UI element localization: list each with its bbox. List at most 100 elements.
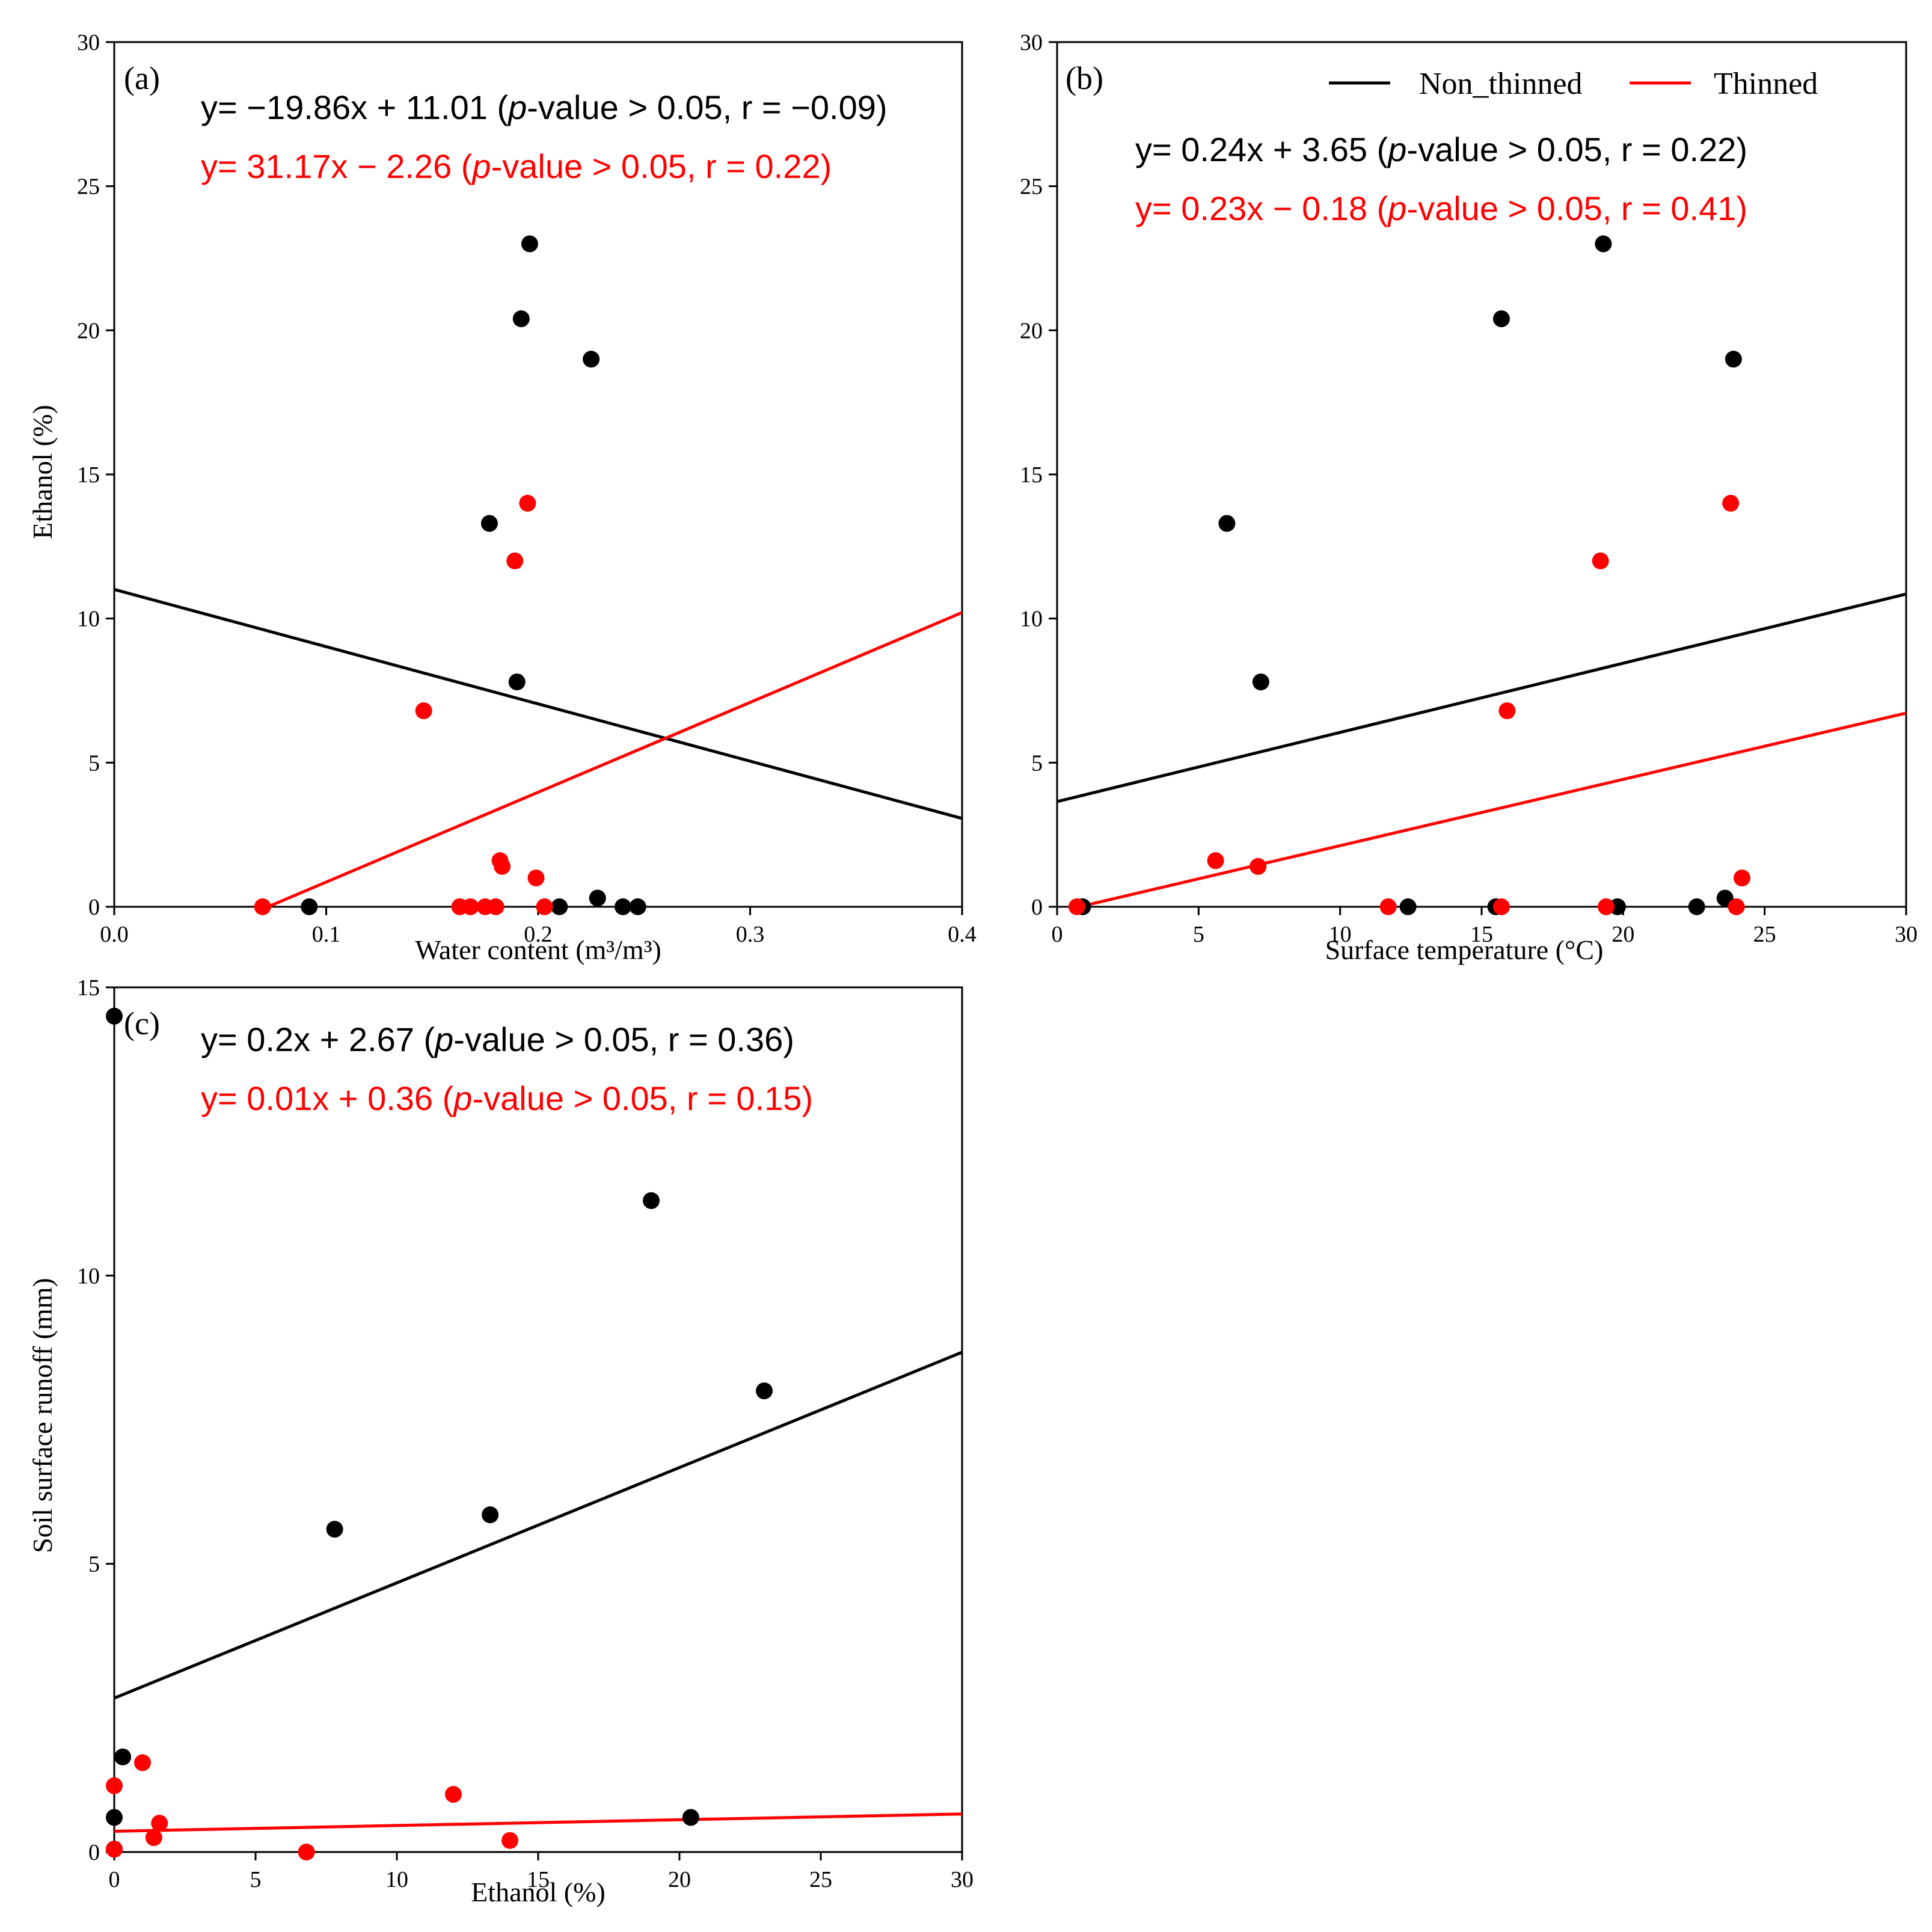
panel-a-x-tick-label: 0.1 [312,922,341,947]
panel-a-y-tick-label: 5 [88,750,100,776]
panel-a-point-non-thinned [480,515,498,532]
panel-c-y-tick-label: 5 [88,1552,100,1577]
panel-c-point-thinned [151,1815,168,1832]
panel-a-point-non-thinned [589,889,606,907]
panel-c-point-thinned [106,1841,123,1858]
panel-a-point-non-thinned [301,898,318,915]
panel-a-point-thinned [494,857,511,875]
panel-b-y-tick-label: 15 [1020,462,1043,488]
panel-b-point-thinned [1722,494,1740,512]
panel-c-point-non-thinned [326,1521,343,1538]
panel-c-y-axis-title: Soil surface runoff (mm) [27,1278,58,1553]
panel-b-y-tick-label: 5 [1031,750,1043,776]
panel-a-point-thinned [536,898,553,915]
panel-b-point-thinned [1728,898,1745,915]
panel-b-point-thinned [1068,898,1085,915]
panel-a-point-non-thinned [521,235,538,253]
legend-label-thinned: Thinned [1714,67,1818,101]
panel-b-x-axis-title: Surface temperature (°C) [1325,934,1604,965]
panel-b-point-thinned [1492,898,1510,915]
panel-a: (a) Water content (m³/m³) Ethanol (%) y=… [27,30,977,965]
panel-c-point-non-thinned [682,1809,699,1826]
panel-b-y-tick-label: 20 [1020,318,1043,343]
panel-b-x-tick-label: 15 [1470,922,1493,947]
panel-c-x-tick-label: 0 [109,1867,120,1892]
panel-a-point-non-thinned [583,351,600,368]
panel-a-point-non-thinned [615,898,631,915]
panel-c-y-tick-label: 10 [77,1263,100,1289]
panel-c-point-thinned [298,1844,315,1860]
panel-c-point-thinned [445,1786,462,1803]
panel-a-y-tick-label: 0 [88,895,100,920]
panel-a-x-axis-title: Water content (m³/m³) [415,934,661,965]
panel-c-label: (c) [124,1005,160,1041]
panel-a-y-tick-label: 25 [77,174,100,200]
panel-a-data [114,587,962,907]
panel-b-x-tick-label: 30 [1895,922,1918,947]
panel-c-point-non-thinned [106,1007,123,1025]
panel-b-point-thinned [1598,898,1615,915]
panel-a-point-non-thinned [508,673,526,691]
panel-a-point-thinned [506,552,524,569]
panel-a-label: (a) [124,60,160,96]
panel-a-point-non-thinned [551,898,568,915]
panel-c-y-tick-label: 0 [88,1840,100,1865]
panel-c-equation-thinned: y= 0.01x + 0.36 (p-value > 0.05, r = 0.1… [201,1079,813,1117]
panel-b-point-thinned [1734,869,1751,887]
panel-a-y-tick-label: 10 [77,607,100,632]
panel-b-point-non-thinned [1218,515,1236,532]
panel-c-point-thinned [501,1832,518,1849]
panel-b-point-non-thinned [1492,310,1510,328]
panel-a-fit-line-non-thinned [114,587,962,820]
panel-c-point-thinned [145,1829,162,1847]
panel-a-point-thinned [527,869,545,887]
panel-b-point-non-thinned [1725,351,1742,368]
panel-b-x-tick-label: 0 [1052,922,1063,947]
panel-a-point-thinned [462,898,479,915]
panel-b-point-thinned [1379,898,1397,915]
legend-label-non-thinned: Non_thinned [1419,67,1583,101]
panel-b-x-tick-label: 25 [1753,922,1776,947]
panel-c-point-non-thinned [106,1809,123,1826]
panel-b-equation-thinned: y= 0.23x − 0.18 (p-value > 0.05, r = 0.4… [1135,189,1747,227]
panel-b-y-tick-label: 25 [1020,174,1043,200]
panel-a-point-thinned [519,494,536,512]
panel-b-point-thinned [1592,552,1609,569]
panel-b-point-thinned [1250,857,1267,875]
panel-b-y-tick-label: 30 [1020,30,1043,55]
panel-a-equation-non-thinned: y= −19.86x + 11.01 (p-value > 0.05, r = … [201,88,888,126]
panel-b-label: (b) [1066,60,1103,96]
panel-b-point-thinned [1207,852,1224,869]
panel-c-x-tick-label: 30 [951,1867,974,1892]
panel-c-fit-line-thinned [114,1812,962,1833]
panel-c-x-tick-label: 5 [250,1867,262,1892]
panel-b-fit-line-thinned [1079,711,1906,907]
panel-a-point-non-thinned [629,898,646,915]
panel-c-point-non-thinned [756,1382,773,1400]
panel-c-x-axis-title: Ethanol (%) [471,1877,606,1907]
panel-b-fit-line-non-thinned [1057,592,1906,803]
panel-b-data [1057,592,1906,907]
panel-c-point-thinned [134,1754,151,1771]
panel-a-x-tick-label: 0.4 [948,922,977,947]
panel-b-point-non-thinned [1595,235,1612,253]
panel-a-point-thinned [415,702,432,720]
panel-c-x-tick-label: 15 [527,1867,550,1892]
panel-a-x-tick-label: 0.0 [100,922,129,947]
panel-b-y-tick-label: 0 [1031,895,1043,920]
panel-c-x-tick-label: 10 [385,1867,408,1892]
panel-a-x-tick-label: 0.2 [524,922,553,947]
panel-b: (b) Surface temperature (°C) y= 0.24x + … [1020,30,1918,965]
panel-c-point-non-thinned [114,1748,132,1765]
panel-a-y-tick-label: 15 [77,462,100,488]
legend: Non_thinned Thinned [1329,67,1818,101]
panel-b-point-non-thinned [1399,898,1417,915]
panel-b-point-thinned [1498,702,1516,720]
panel-b-y-tick-label: 10 [1020,607,1043,632]
panel-c-point-non-thinned [482,1506,499,1524]
panel-a-point-non-thinned [512,310,530,328]
panel-c-data [114,1351,962,1833]
panel-b-point-non-thinned [1688,898,1705,915]
